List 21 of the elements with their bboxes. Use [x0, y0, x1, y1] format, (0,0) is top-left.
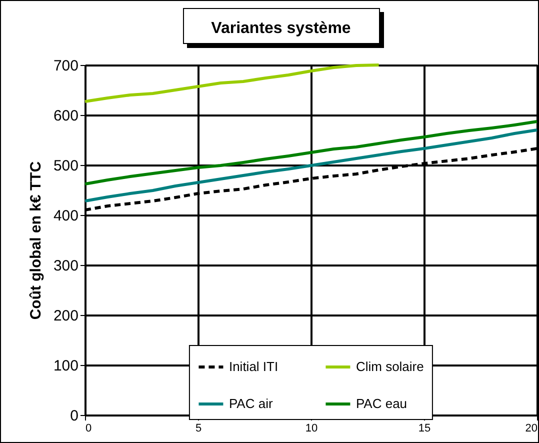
y-tick-label: 200 — [53, 308, 78, 324]
line-series — [84, 120, 538, 186]
y-tick-label: 500 — [53, 158, 78, 174]
x-tick-label: 20 — [525, 422, 538, 434]
legend-label: PAC eau — [356, 396, 408, 411]
y-tick-label: 100 — [53, 358, 78, 374]
x-tick-label: 10 — [305, 422, 318, 434]
y-tick-label: 400 — [53, 208, 78, 224]
line-series — [84, 64, 380, 103]
legend-label: Initial ITI — [228, 359, 278, 374]
x-tick-label: 5 — [195, 422, 202, 434]
chart-title: Variantes système — [211, 20, 351, 37]
y-tick-label: 700 — [53, 58, 78, 74]
y-axis-title: Coût global en k€ TTC — [27, 161, 44, 320]
x-tick-label: 0 — [86, 422, 92, 434]
line-series — [84, 128, 538, 202]
legend-label: Clim solaire — [356, 359, 424, 374]
y-tick-label: 600 — [53, 108, 78, 124]
legend-label: PAC air — [228, 396, 274, 411]
y-tick-label: 300 — [53, 258, 78, 274]
x-tick-label: 15 — [418, 422, 431, 434]
